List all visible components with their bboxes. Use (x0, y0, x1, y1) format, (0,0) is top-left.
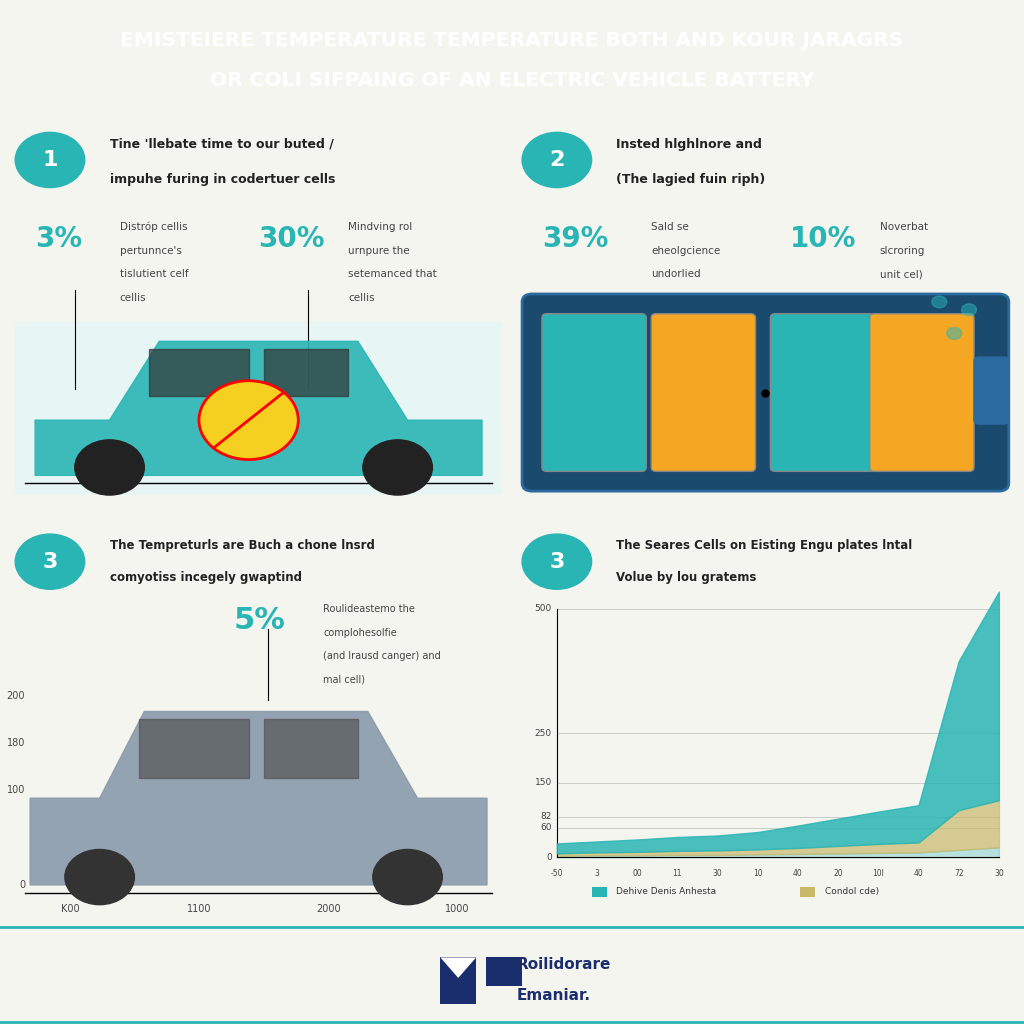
Text: 0: 0 (546, 853, 552, 862)
Circle shape (362, 440, 432, 495)
Text: cellis: cellis (120, 293, 146, 303)
Text: 30: 30 (994, 869, 1004, 879)
Text: comyotiss incegely gwaptind: comyotiss incegely gwaptind (110, 571, 301, 584)
Text: 11: 11 (673, 869, 682, 879)
Text: 3: 3 (549, 552, 564, 571)
Polygon shape (30, 712, 487, 885)
Text: eheolgcience: eheolgcience (651, 246, 721, 256)
Text: 2: 2 (549, 150, 564, 170)
Text: urnpure the: urnpure the (348, 246, 410, 256)
FancyBboxPatch shape (800, 887, 815, 897)
Text: The Tempreturls are Buch a chone lnsrd: The Tempreturls are Buch a chone lnsrd (110, 540, 375, 552)
Circle shape (522, 132, 592, 187)
Text: 30%: 30% (258, 225, 325, 253)
Text: 72: 72 (954, 869, 964, 879)
Text: slcroring: slcroring (880, 246, 925, 256)
FancyBboxPatch shape (869, 313, 974, 471)
Text: 1000: 1000 (445, 903, 469, 913)
Text: 250: 250 (535, 729, 552, 737)
FancyBboxPatch shape (770, 313, 874, 471)
Circle shape (15, 535, 85, 589)
Text: Insted hlghlnore and: Insted hlghlnore and (616, 137, 762, 151)
Text: 10%: 10% (791, 225, 857, 253)
FancyBboxPatch shape (15, 322, 502, 495)
Circle shape (373, 850, 442, 904)
Text: Tine 'llebate time to our buted /: Tine 'llebate time to our buted / (110, 137, 334, 151)
FancyBboxPatch shape (522, 294, 1009, 492)
Polygon shape (35, 341, 482, 475)
Text: Mindving rol: Mindving rol (348, 222, 413, 232)
Text: 100: 100 (7, 785, 26, 796)
Text: The Seares Cells on Eisting Engu plates lntal: The Seares Cells on Eisting Engu plates … (616, 540, 912, 552)
Text: 150: 150 (535, 778, 552, 787)
FancyBboxPatch shape (592, 887, 606, 897)
Text: cellis: cellis (348, 293, 375, 303)
Circle shape (15, 132, 85, 187)
Circle shape (522, 535, 592, 589)
Text: 200: 200 (6, 691, 26, 700)
Text: 1: 1 (42, 150, 57, 170)
Text: 180: 180 (7, 738, 26, 748)
Text: 30: 30 (713, 869, 723, 879)
Text: Roulideastemo the: Roulideastemo the (324, 604, 415, 614)
Text: tislutient celf: tislutient celf (120, 269, 188, 280)
Text: complohesolfie: complohesolfie (324, 628, 397, 638)
Text: 39%: 39% (542, 225, 608, 253)
Polygon shape (139, 719, 249, 778)
Text: OR COLI SIFPAING OF AN ELECTRIC VEHICLE BATTERY: OR COLI SIFPAING OF AN ELECTRIC VEHICLE … (210, 71, 814, 90)
Text: 3%: 3% (35, 225, 82, 253)
Polygon shape (150, 349, 249, 396)
Text: Sald se: Sald se (651, 222, 689, 232)
Text: 00: 00 (633, 869, 642, 879)
Text: EMISTEIERE TEMPERATURE TEMPERATURE BOTH AND KOUR JARAGRS: EMISTEIERE TEMPERATURE TEMPERATURE BOTH … (121, 32, 903, 50)
Text: 82: 82 (541, 812, 552, 821)
Text: impuhe furing in codertuer cells: impuhe furing in codertuer cells (110, 173, 335, 186)
Text: 3: 3 (595, 869, 599, 879)
Circle shape (947, 328, 962, 339)
Bar (440, 957, 476, 1004)
Text: unit cel): unit cel) (880, 269, 923, 280)
Circle shape (75, 440, 144, 495)
Text: Noverbat: Noverbat (880, 222, 928, 232)
Text: (and lrausd canger) and: (and lrausd canger) and (324, 651, 441, 662)
Circle shape (962, 304, 977, 315)
Text: 40: 40 (793, 869, 803, 879)
Text: Dehive Denis Anhesta: Dehive Denis Anhesta (616, 888, 717, 896)
Text: 60: 60 (541, 823, 552, 833)
Text: Distróp cellis: Distróp cellis (120, 222, 187, 232)
Text: 500: 500 (535, 604, 552, 613)
Text: 5%: 5% (233, 606, 286, 635)
Bar (486, 957, 522, 986)
Text: Condol cde): Condol cde) (825, 888, 880, 896)
Text: 10l: 10l (872, 869, 885, 879)
Circle shape (65, 850, 134, 904)
Text: mal cell): mal cell) (324, 675, 366, 685)
FancyBboxPatch shape (974, 357, 1009, 424)
Text: 0: 0 (19, 880, 26, 890)
FancyBboxPatch shape (542, 313, 646, 471)
Polygon shape (440, 957, 476, 978)
Text: 3: 3 (42, 552, 57, 571)
Text: 40: 40 (913, 869, 924, 879)
Text: Roilidorare: Roilidorare (517, 957, 611, 972)
Text: -50: -50 (551, 869, 563, 879)
Text: setemanced that: setemanced that (348, 269, 436, 280)
Text: 1100: 1100 (186, 903, 211, 913)
Text: 20: 20 (834, 869, 843, 879)
Text: Volue by lou gratems: Volue by lou gratems (616, 571, 757, 584)
Text: (The lagied fuin riph): (The lagied fuin riph) (616, 173, 766, 186)
Text: pertunnce's: pertunnce's (120, 246, 181, 256)
Text: undorlied: undorlied (651, 269, 700, 280)
Text: 10: 10 (753, 869, 763, 879)
Circle shape (932, 296, 947, 308)
Text: Emaniar.: Emaniar. (517, 988, 591, 1002)
Text: K00: K00 (60, 903, 79, 913)
Polygon shape (263, 719, 358, 778)
Polygon shape (263, 349, 348, 396)
Text: 2000: 2000 (315, 903, 340, 913)
Circle shape (199, 381, 298, 460)
FancyBboxPatch shape (651, 313, 756, 471)
